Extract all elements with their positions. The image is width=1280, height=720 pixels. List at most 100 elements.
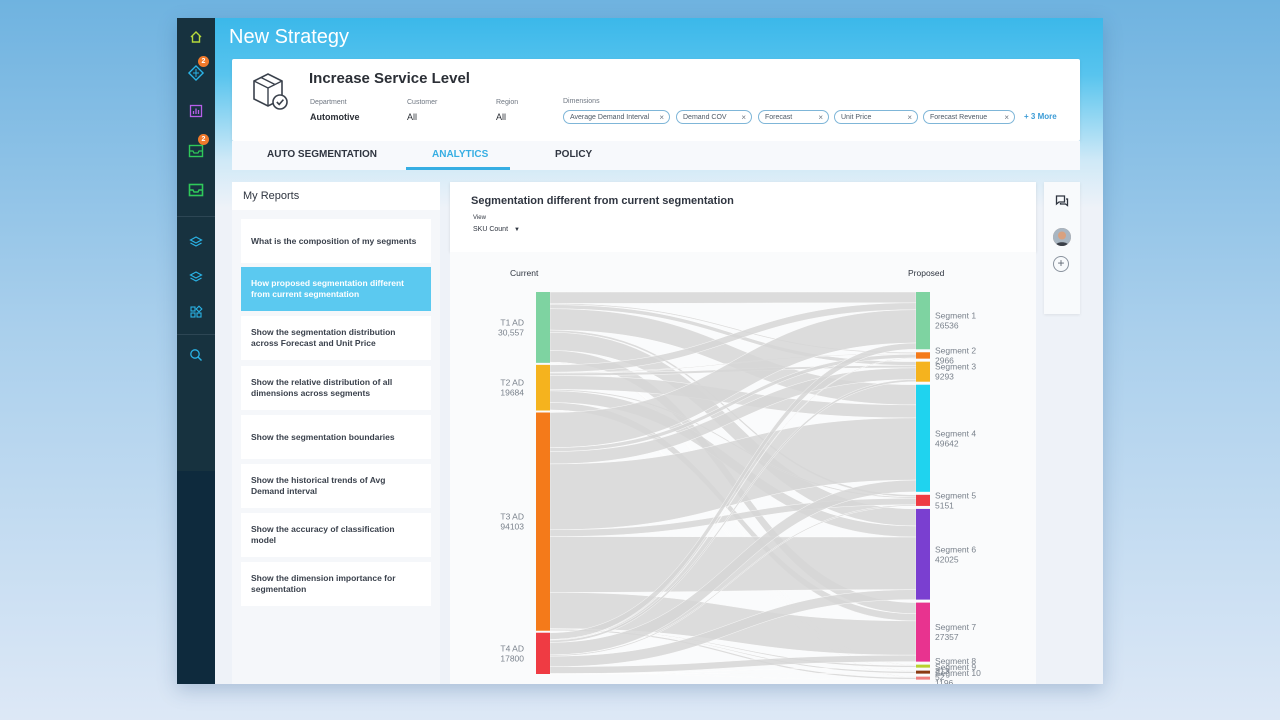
view-select[interactable]: SKU Count ▼ [473, 226, 520, 233]
sankey-node [916, 384, 930, 492]
sidebar-divider [177, 216, 215, 217]
sidebar-item-apps[interactable] [177, 299, 215, 325]
department-label: Department [310, 99, 347, 106]
report-item[interactable]: Show the accuracy of classification mode… [241, 513, 431, 557]
view-label: View [473, 215, 486, 221]
dimension-chip[interactable]: Forecast Revenue × [923, 110, 1015, 124]
apps-icon [190, 305, 203, 318]
region-field: Region All [496, 99, 518, 122]
sankey-node-value: 94103 [500, 522, 524, 532]
sankey-node-label: Segment 9 [935, 662, 976, 672]
customer-label: Customer [407, 99, 438, 106]
sankey-node [916, 361, 930, 382]
sankey-flow [549, 357, 917, 641]
sankey-node [916, 508, 930, 600]
close-icon[interactable]: × [741, 113, 746, 122]
close-icon[interactable]: × [818, 113, 823, 122]
package-icon [253, 73, 288, 110]
sankey-node-value: 19684 [500, 388, 524, 398]
sankey-node-label: Segment 2 [935, 345, 976, 355]
sankey-node [916, 494, 930, 506]
sankey-node-value: 2966 [935, 355, 954, 365]
sankey-flow [549, 479, 917, 656]
close-icon[interactable]: × [659, 113, 664, 122]
report-item[interactable]: What is the composition of my segments [241, 219, 431, 263]
chart-panel: Segmentation different from current segm… [450, 182, 1036, 684]
sankey-node-value: 313 [935, 666, 949, 676]
tab-auto-segmentation[interactable]: AUTO SEGMENTATION [267, 149, 377, 160]
dimension-chip[interactable]: Demand COV × [676, 110, 752, 124]
active-tab-indicator [406, 167, 510, 170]
sankey-node [916, 676, 930, 680]
sankey-node-value: 9293 [935, 372, 954, 382]
sankey-node-label: Segment 3 [935, 362, 976, 372]
sankey-node [916, 602, 930, 662]
sidebar-item-tray[interactable] [177, 177, 215, 203]
sankey-node-label: T4 AD [500, 643, 524, 653]
sidebar-top [177, 18, 215, 471]
sankey-node-value: 42025 [935, 554, 959, 564]
sankey-flow [549, 654, 917, 674]
search-icon [190, 349, 202, 361]
sidebar-item-reports[interactable] [177, 98, 215, 124]
sidebar-divider [177, 334, 215, 335]
avatar[interactable] [1053, 228, 1071, 246]
sankey-node-value: 26536 [935, 321, 959, 331]
sidebar-item-strategy[interactable]: 2 [177, 56, 215, 86]
layers-icon [189, 271, 203, 282]
dimensions-field: Dimensions [563, 98, 600, 105]
report-item[interactable]: Show the segmentation distribution acros… [241, 316, 431, 360]
region-value: All [496, 112, 507, 122]
sankey-node [536, 632, 550, 674]
sankey-node-value: 17800 [500, 653, 524, 663]
sankey-node [536, 292, 550, 363]
tab-bar: AUTO SEGMENTATION ANALYTICS POLICY [232, 141, 1080, 170]
dimensions-label: Dimensions [563, 98, 600, 105]
sankey-node-label: Segment 1 [935, 311, 976, 321]
department-value: Automotive [310, 112, 360, 122]
bar-chart-icon [189, 104, 203, 118]
sidebar-item-layers-1[interactable] [177, 229, 215, 255]
sidebar-item-inbox[interactable]: 2 [177, 134, 215, 164]
sankey-node-label: Segment 8 [935, 656, 976, 666]
sankey-flow [549, 667, 917, 674]
page-title: New Strategy [229, 26, 350, 48]
right-rail: + [1044, 182, 1080, 314]
sankey-node [536, 412, 550, 631]
close-icon[interactable]: × [907, 113, 912, 122]
region-label: Region [496, 99, 519, 106]
strategy-title: Increase Service Level [309, 70, 470, 87]
sankey-flow [549, 673, 917, 680]
sidebar-item-search[interactable] [177, 342, 215, 368]
sankey-node-label: T1 AD [500, 317, 524, 327]
report-item[interactable]: How proposed segmentation different from… [241, 267, 431, 311]
report-item[interactable]: Show the dimension importance for segmen… [241, 562, 431, 606]
dimension-chip[interactable]: Average Demand Interval × [563, 110, 670, 124]
dimension-chip-label: Demand COV [683, 114, 727, 121]
tab-analytics[interactable]: ANALYTICS [432, 149, 489, 160]
inbox-icon [188, 144, 204, 158]
report-item[interactable]: Show the relative distribution of all di… [241, 366, 431, 410]
report-item[interactable]: Show the segmentation boundaries [241, 415, 431, 459]
reports-panel: My Reports What is the composition of my… [232, 182, 440, 684]
sidebar-item-home[interactable] [177, 24, 215, 50]
app-window: 2 2 [177, 18, 1103, 684]
sankey-flow [549, 379, 917, 643]
sankey-node-label: Segment 7 [935, 622, 976, 632]
sidebar-item-layers-2[interactable] [177, 264, 215, 290]
more-dimensions-link[interactable]: + 3 More [1024, 112, 1057, 121]
dimension-chip-label: Forecast Revenue [930, 114, 988, 121]
dimension-chip[interactable]: Unit Price × [834, 110, 918, 124]
tab-policy[interactable]: POLICY [555, 149, 593, 160]
sankey-node-label: Segment 4 [935, 428, 976, 438]
add-collaborator-button[interactable]: + [1053, 256, 1069, 272]
close-icon[interactable]: × [1004, 113, 1009, 122]
dimension-chip[interactable]: Forecast × [758, 110, 829, 124]
reports-header: My Reports [232, 182, 440, 210]
report-item[interactable]: Show the historical trends of Avg Demand… [241, 464, 431, 508]
home-icon [190, 31, 202, 43]
target-axis-label: Proposed [908, 268, 945, 278]
chat-icon[interactable] [1055, 194, 1069, 208]
